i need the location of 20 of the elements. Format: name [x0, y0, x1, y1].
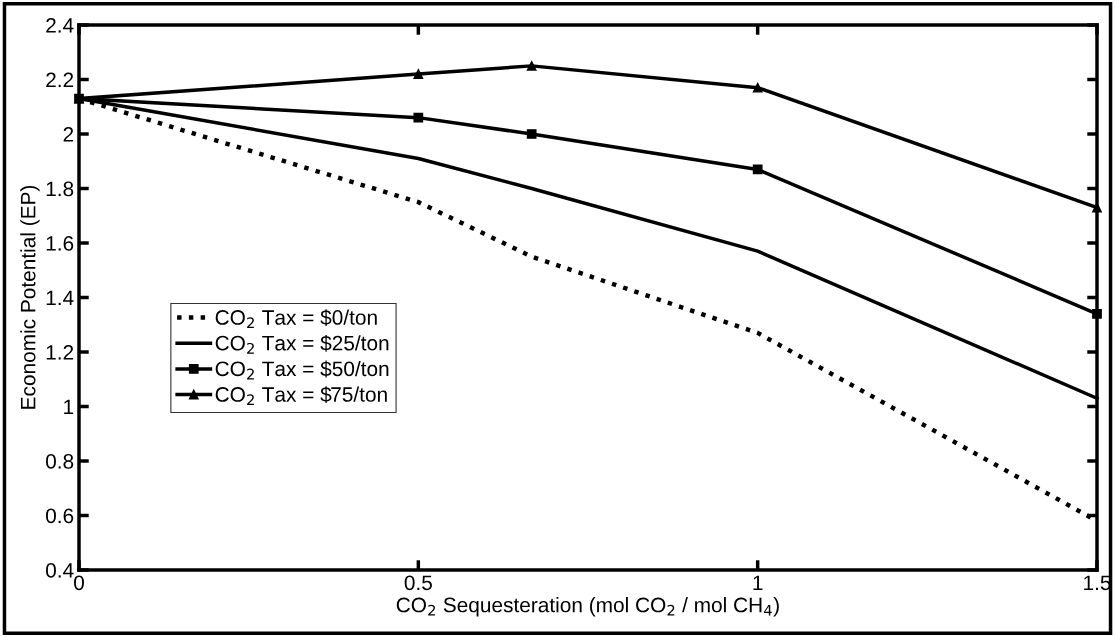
y-tick-label: 0.6: [45, 508, 74, 524]
y-tick-label: 0.8: [45, 454, 74, 469]
y-tick-label: 2.4: [46, 18, 74, 33]
y-tick-label: 1: [64, 399, 74, 415]
y-tick-label: 0.4: [45, 563, 74, 578]
y-tick-label: 1.8: [46, 181, 74, 197]
y-axis-title: Economic Potential (EP): [20, 185, 40, 409]
x-tick-label: 0: [74, 575, 84, 591]
x-tick-label: 0.5: [404, 575, 432, 591]
legend-label: CO$_{2}$ Tax = $0/ton: [215, 309, 377, 329]
legend-label: CO$_{2}$ Tax = $25/ton: [215, 334, 389, 354]
y-tick-label: 2.2: [46, 72, 74, 88]
legend-label: CO$_{2}$ Tax = $50/ton: [215, 360, 389, 380]
y-tick-label: 1.4: [46, 290, 74, 306]
x-tick-label: 1: [753, 575, 763, 590]
y-tick-label: 1.2: [46, 345, 74, 360]
y-tick-label: 2: [63, 127, 74, 142]
y-tick-label: 1.6: [46, 236, 74, 251]
x-axis-title: CO$_{2}$ Sequesteration (mol CO$_{2}$ / mol CH$_{4}$): [396, 597, 779, 617]
legend-label: CO$_{2}$ Tax = $75/ton: [215, 386, 387, 406]
